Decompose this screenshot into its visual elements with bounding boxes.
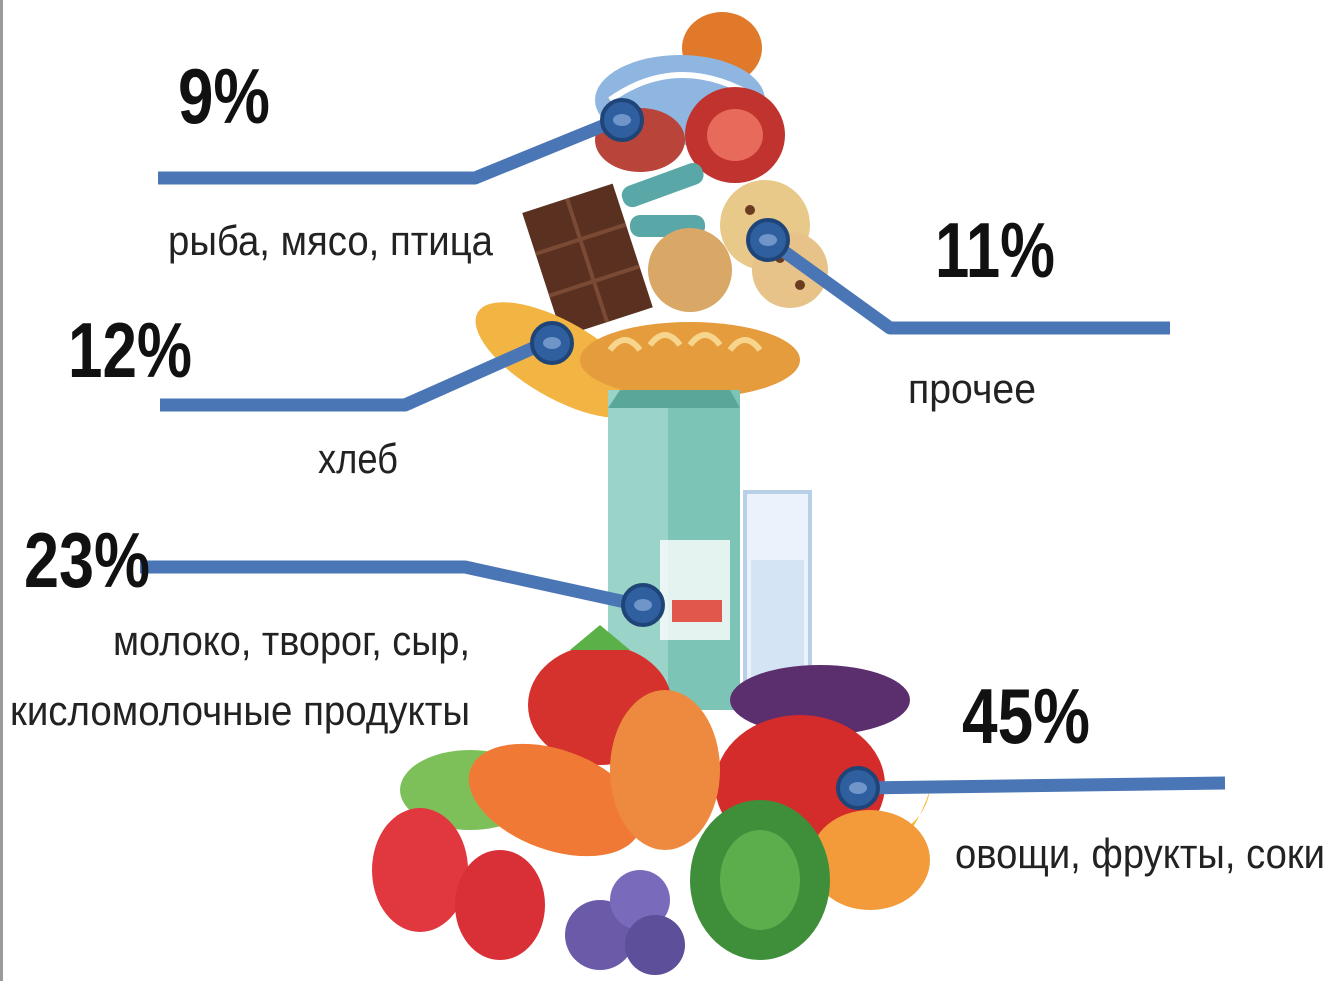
food-illustration xyxy=(372,12,930,975)
label: кисломолочные продукты xyxy=(10,687,470,734)
connectors xyxy=(140,98,1226,810)
label: овощи, фрукты, соки xyxy=(955,830,1325,877)
percent: 23% xyxy=(24,516,150,604)
label: молоко, творог, сыр, xyxy=(113,617,470,664)
percent: 45% xyxy=(962,672,1090,760)
percent: 11% xyxy=(935,206,1055,294)
label: рыба, мясо, птица xyxy=(168,217,494,264)
left-border xyxy=(0,0,3,981)
percent: 9% xyxy=(178,52,270,140)
percent: 12% xyxy=(68,306,192,394)
label: хлеб xyxy=(318,435,398,482)
label: прочее xyxy=(908,365,1036,412)
